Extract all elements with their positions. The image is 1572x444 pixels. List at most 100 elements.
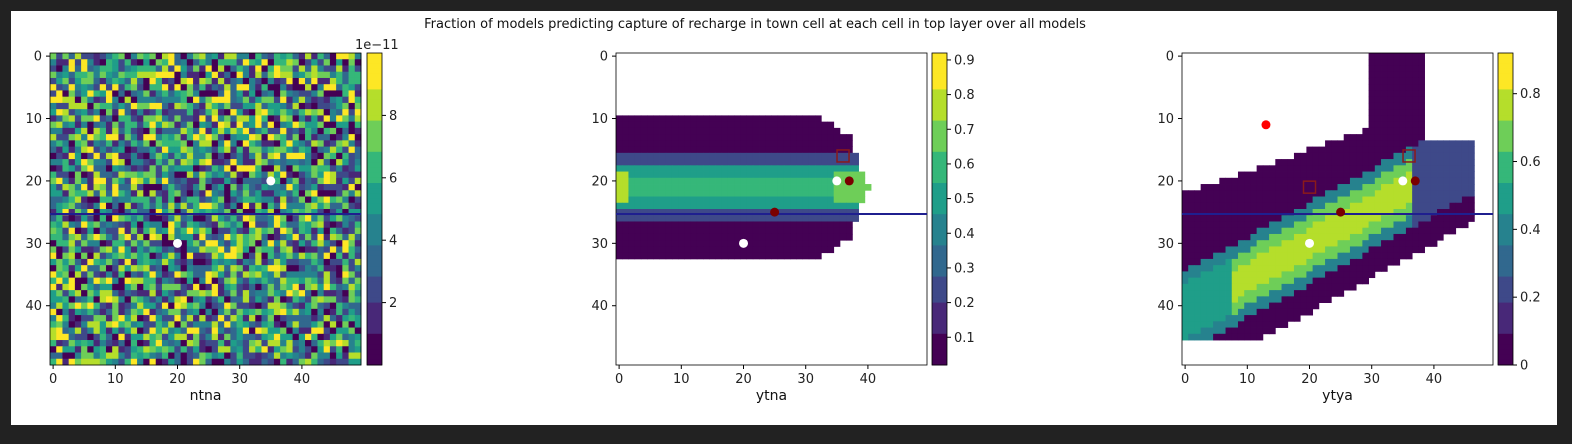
heatmap-cell (1275, 165, 1282, 172)
heatmap-cell (659, 171, 667, 179)
heatmap-cell (236, 302, 244, 310)
heatmap-cell (1381, 152, 1388, 160)
heatmap-cell (1318, 190, 1326, 197)
heatmap-cell (348, 109, 356, 116)
heatmap-cell (93, 333, 101, 341)
colorbar-segment (1498, 318, 1513, 324)
heatmap-cell (1362, 152, 1369, 160)
heatmap-cell (790, 246, 797, 254)
heatmap-cell (721, 140, 729, 147)
heatmap-cell (267, 240, 275, 247)
heatmap-cell (354, 171, 362, 179)
heatmap-cell (68, 246, 76, 254)
heatmap-cell (249, 221, 256, 229)
heatmap-cell (124, 227, 132, 235)
heatmap-cell (230, 53, 237, 60)
heatmap-cell (1256, 184, 1264, 191)
heatmap-cell (199, 177, 206, 185)
heatmap-cell (99, 146, 107, 154)
heatmap-cell (317, 152, 325, 160)
heatmap-cell (715, 121, 723, 129)
heatmap-cell (759, 165, 766, 172)
heatmap-cell (267, 283, 275, 291)
heatmap-cell (267, 252, 275, 260)
heatmap-cell (1374, 152, 1382, 160)
heatmap-cell (230, 127, 237, 135)
heatmap-cell (230, 265, 237, 272)
heatmap-cell (671, 227, 679, 235)
heatmap-cell (336, 283, 343, 291)
heatmap-cell (161, 315, 169, 322)
heatmap-cell (1300, 283, 1307, 291)
heatmap-cell (186, 327, 194, 335)
heatmap-cell (174, 202, 182, 210)
heatmap-cell (1387, 65, 1394, 73)
heatmap-cell (1300, 202, 1307, 210)
heatmap-cell (1293, 171, 1301, 179)
heatmap-cell (130, 184, 138, 191)
heatmap-cell (1381, 221, 1388, 229)
heatmap-cell (124, 290, 132, 297)
heatmap-cell (267, 302, 275, 310)
heatmap-cell (1412, 71, 1419, 79)
heatmap-cell (1381, 209, 1388, 216)
heatmap-cell (50, 146, 57, 154)
heatmap-cell (715, 252, 723, 260)
heatmap-cell (1219, 215, 1226, 222)
heatmap-cell (1182, 215, 1189, 222)
heatmap-cell (1418, 146, 1425, 154)
heatmap-cell (1206, 190, 1214, 197)
heatmap-cell (261, 159, 269, 166)
heatmap-cell (833, 221, 841, 229)
heatmap-cell (87, 215, 94, 222)
heatmap-cell (199, 340, 206, 347)
heatmap-cell (665, 115, 673, 123)
heatmap-cell (87, 308, 94, 316)
heatmap-cell (273, 252, 281, 260)
heatmap-cell (211, 159, 219, 166)
heatmap-cell (174, 84, 182, 91)
heatmap-cell (1343, 283, 1351, 291)
colorbar-exponent: 1e−11 (355, 38, 399, 53)
heatmap-cell (143, 84, 150, 91)
heatmap-cell (280, 127, 287, 135)
heatmap-cell (317, 221, 325, 229)
heatmap-cell (211, 177, 219, 185)
heatmap-cell (1281, 265, 1289, 272)
heatmap-cell (74, 196, 82, 204)
heatmap-cell (62, 246, 70, 254)
heatmap-cell (759, 115, 766, 123)
heatmap-cell (118, 265, 126, 272)
heatmap-cell (87, 184, 94, 191)
colorbar-segment (932, 297, 947, 304)
heatmap-cell (1306, 202, 1314, 210)
heatmap-cell (1387, 152, 1394, 160)
x-tick-label: 30 (231, 372, 248, 387)
heatmap-cell (1368, 121, 1376, 129)
heatmap-cell (1405, 209, 1413, 216)
heatmap-cell (746, 165, 754, 172)
heatmap-cell (1213, 196, 1220, 204)
heatmap-cell (155, 333, 163, 341)
heatmap-cell (255, 96, 262, 104)
heatmap-cell (348, 271, 356, 279)
heatmap-cell (703, 146, 710, 154)
heatmap-cell (342, 302, 349, 310)
colorbar-segment (367, 84, 382, 90)
heatmap-cell (640, 146, 648, 154)
heatmap-cell (715, 233, 723, 241)
heatmap-cell (1287, 277, 1295, 285)
heatmap-cell (653, 215, 660, 222)
heatmap-cell (796, 227, 803, 235)
heatmap-cell (342, 127, 349, 135)
heatmap-cell (205, 252, 213, 260)
heatmap-cell (1244, 240, 1251, 247)
heatmap-cell (790, 146, 797, 154)
colorbar-segment (367, 68, 382, 75)
heatmap-cell (323, 134, 331, 141)
colorbar-segment (1498, 110, 1513, 116)
heatmap-cell (298, 121, 306, 129)
heatmap-cell (1418, 71, 1425, 79)
heatmap-cell (93, 240, 101, 247)
heatmap-cell (298, 190, 306, 197)
